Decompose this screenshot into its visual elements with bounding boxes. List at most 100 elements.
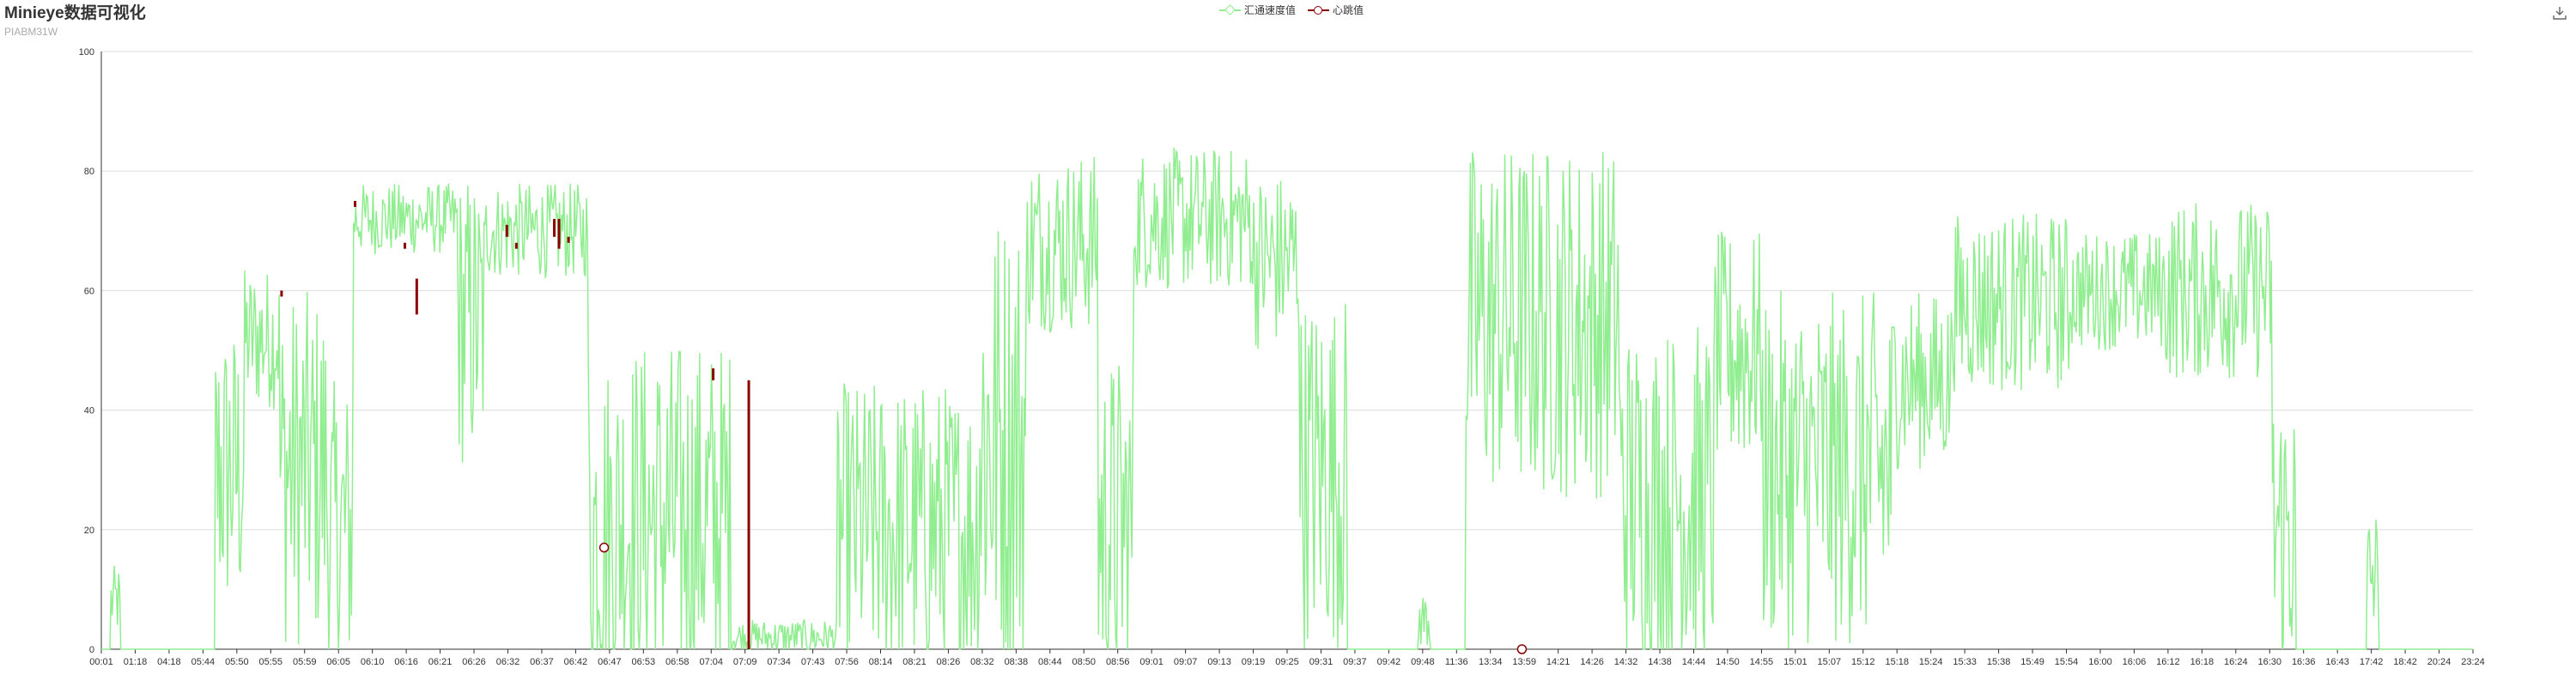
- x-tick-label: 09:19: [1242, 657, 1266, 667]
- y-tick-label: 60: [84, 286, 94, 296]
- x-tick-label: 08:50: [1072, 657, 1096, 667]
- x-tick-label: 16:43: [2325, 657, 2349, 667]
- heartbeat-bar: [280, 290, 283, 297]
- x-tick-label: 08:38: [1005, 657, 1029, 667]
- heartbeat-point[interactable]: [598, 542, 610, 553]
- heartbeat-bar: [553, 218, 556, 237]
- x-tick-label: 09:31: [1309, 657, 1334, 667]
- x-tick-label: 14:32: [1614, 657, 1638, 667]
- x-tick-label: 14:21: [1546, 657, 1571, 667]
- heartbeat-bar: [354, 201, 357, 207]
- x-tick-label: 06:05: [326, 657, 350, 667]
- heartbeat-point[interactable]: [1516, 644, 1528, 654]
- x-tick-label: 17:42: [2360, 657, 2384, 667]
- x-tick-label: 14:50: [1716, 657, 1740, 667]
- legend-item-heartbeat[interactable]: 心跳值: [1308, 3, 1364, 17]
- x-tick-label: 09:13: [1207, 657, 1231, 667]
- x-tick-label: 07:04: [699, 657, 723, 667]
- x-tick-label: 15:33: [1953, 657, 1977, 667]
- chart-grid: [101, 51, 2473, 650]
- x-tick-label: 15:54: [2055, 657, 2079, 667]
- x-tick-label: 16:36: [2292, 657, 2316, 667]
- x-tick-label: 07:09: [733, 657, 757, 667]
- x-tick-label: 07:56: [835, 657, 859, 667]
- x-tick-label: 09:42: [1377, 657, 1401, 667]
- x-tick-label: 15:24: [1919, 657, 1943, 667]
- x-tick-label: 16:00: [2088, 657, 2112, 667]
- x-axis: 00:01 01:18 04:18 05:44 05:50 05:55 05:59 06:05…: [89, 648, 2485, 667]
- series-line-speed: [101, 147, 2473, 651]
- heartbeat-bar: [415, 278, 418, 315]
- x-tick-label: 15:12: [1851, 657, 1875, 667]
- chart-series: [101, 147, 2473, 654]
- y-tick-label: 0: [89, 645, 94, 655]
- x-tick-label: 06:37: [530, 657, 554, 667]
- x-tick-label: 08:14: [869, 657, 893, 667]
- heartbeat-bar: [712, 368, 715, 380]
- x-tick-label: 16:18: [2190, 657, 2215, 667]
- x-tick-label: 08:32: [970, 657, 994, 667]
- y-axis: 0 20 40 60 80 100: [79, 47, 102, 655]
- legend-item-speed[interactable]: 汇通速度值: [1219, 3, 1296, 17]
- x-tick-label: 16:06: [2123, 657, 2147, 667]
- x-tick-label: 04:18: [157, 657, 181, 667]
- heartbeat-bar: [505, 224, 508, 237]
- x-tick-label: 20:24: [2427, 657, 2451, 667]
- x-tick-label: 09:01: [1139, 657, 1163, 667]
- x-tick-label: 06:58: [665, 657, 690, 667]
- x-tick-label: 08:21: [902, 657, 927, 667]
- x-tick-label: 09:48: [1411, 657, 1435, 667]
- legend-label-speed: 汇通速度值: [1244, 4, 1297, 16]
- x-tick-label: 23:24: [2461, 657, 2485, 667]
- x-tick-label: 09:25: [1275, 657, 1299, 667]
- x-tick-label: 18:42: [2393, 657, 2417, 667]
- x-tick-label: 15:01: [1783, 657, 1807, 667]
- legend-circle-icon: [1308, 4, 1330, 16]
- x-tick-label: 01:18: [124, 657, 148, 667]
- heartbeat-bar: [557, 218, 561, 249]
- x-tick-label: 09:37: [1343, 657, 1367, 667]
- heartbeat-bar: [567, 236, 570, 243]
- x-tick-label: 14:26: [1580, 657, 1604, 667]
- x-tick-label: 08:44: [1038, 657, 1062, 667]
- x-tick-label: 16:12: [2156, 657, 2180, 667]
- legend-diamond-icon: [1219, 4, 1241, 16]
- x-tick-label: 08:26: [937, 657, 961, 667]
- x-tick-label: 14:38: [1648, 657, 1672, 667]
- x-tick-label: 14:55: [1750, 657, 1774, 667]
- page-title: Minieye数据可视化: [4, 4, 146, 22]
- legend-label-heartbeat: 心跳值: [1333, 4, 1364, 16]
- x-tick-label: 05:44: [191, 657, 216, 667]
- x-tick-label: 15:38: [1987, 657, 2011, 667]
- page-subtitle: PIABM31W: [4, 26, 58, 38]
- y-tick-label: 40: [84, 406, 94, 416]
- x-tick-label: 13:59: [1512, 657, 1536, 667]
- x-tick-label: 06:42: [564, 657, 588, 667]
- y-tick-label: 20: [84, 526, 94, 536]
- x-tick-label: 13:34: [1479, 657, 1503, 667]
- x-tick-label: 15:18: [1885, 657, 1909, 667]
- x-tick-label: 06:53: [632, 657, 656, 667]
- x-tick-label: 06:21: [428, 657, 453, 667]
- x-tick-label: 14:44: [1682, 657, 1706, 667]
- x-tick-label: 15:49: [2020, 657, 2044, 667]
- x-tick-label: 05:59: [293, 657, 317, 667]
- x-tick-label: 06:10: [361, 657, 385, 667]
- heartbeat-bar: [747, 380, 750, 649]
- x-tick-label: 06:32: [496, 657, 520, 667]
- x-tick-label: 06:26: [462, 657, 486, 667]
- x-tick-label: 08:56: [1106, 657, 1130, 667]
- heartbeat-bar: [514, 242, 518, 249]
- heartbeat-bar: [404, 242, 407, 249]
- y-tick-label: 80: [84, 167, 94, 177]
- y-tick-label: 100: [79, 47, 94, 58]
- x-tick-label: 07:34: [767, 657, 791, 667]
- x-tick-label: 16:30: [2257, 657, 2281, 667]
- x-tick-label: 15:07: [1818, 657, 1842, 667]
- chart-legend: 汇通速度值 心跳值: [1219, 3, 1364, 17]
- download-icon[interactable]: [2552, 5, 2567, 21]
- x-tick-label: 11:36: [1445, 657, 1468, 667]
- x-tick-label: 06:47: [598, 657, 622, 667]
- x-tick-label: 06:16: [394, 657, 418, 667]
